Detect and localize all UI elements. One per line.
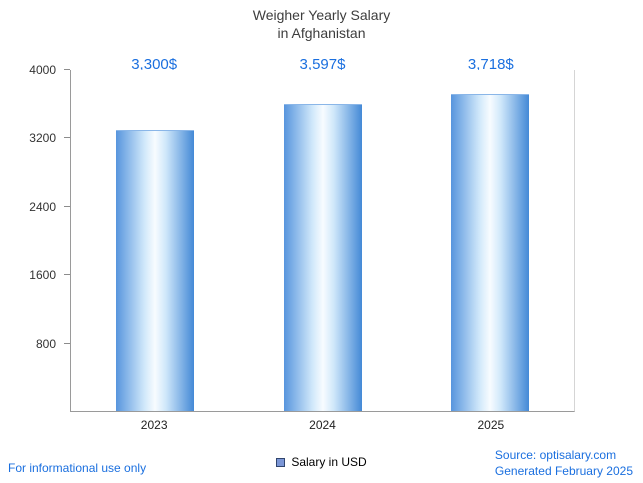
bar-value-label: 3,300$ xyxy=(131,56,178,73)
chart-title-line1: Weigher Yearly Salary xyxy=(252,7,391,23)
bar-2023[interactable] xyxy=(115,129,194,411)
y-tick-label: 4000 xyxy=(29,63,56,77)
y-tick-mark xyxy=(64,274,70,276)
y-tick-label: 3200 xyxy=(29,131,56,146)
y-tick-label: 2400 xyxy=(29,199,56,214)
y-tick-label: 800 xyxy=(35,336,56,351)
y-axis: 800 1600 2400 3200 4000 xyxy=(0,63,70,412)
legend-label: Salary in USD xyxy=(291,455,367,469)
chart-title: Weigher Yearly Salary in Afghanistan xyxy=(0,6,643,42)
y-tick-mark xyxy=(64,69,70,70)
value-labels-row: 3,300$ 3,597$ 3,718$ xyxy=(70,56,575,76)
bar-value-label: 3,718$ xyxy=(467,56,514,73)
y-tick-label: 1600 xyxy=(29,268,56,283)
legend: Salary in USD xyxy=(0,455,643,469)
x-axis-labels: 2023 2024 2025 xyxy=(70,418,575,436)
x-axis-label: 2025 xyxy=(477,418,505,432)
bar-value-label: 3,597$ xyxy=(299,56,346,73)
source-info: Source: optisalary.com Generated Februar… xyxy=(495,447,633,479)
x-axis-label: 2024 xyxy=(309,418,336,432)
bar-2024[interactable] xyxy=(283,104,362,411)
legend-swatch-icon xyxy=(276,457,286,467)
y-tick-mark xyxy=(64,342,70,344)
disclaimer-text: For informational use only xyxy=(8,461,147,475)
bar-2025[interactable] xyxy=(451,94,530,411)
y-tick-mark xyxy=(64,205,70,207)
x-axis-label: 2023 xyxy=(140,418,168,432)
generated-date: Generated February 2025 xyxy=(494,463,633,478)
y-tick-mark xyxy=(64,137,70,139)
source-link[interactable]: Source: optisalary.com xyxy=(494,447,617,462)
plot-area xyxy=(70,70,575,412)
chart-title-line2: in Afghanistan xyxy=(277,25,366,42)
